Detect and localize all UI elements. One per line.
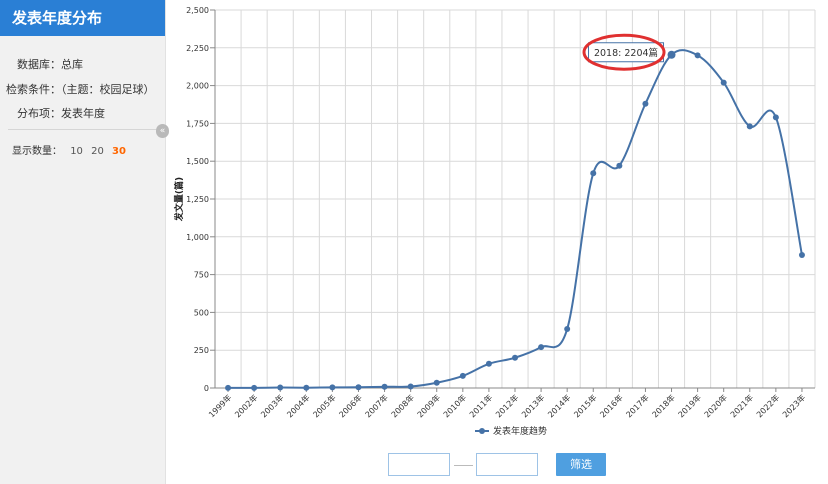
data-point (512, 354, 518, 361)
y-tick-label: 0 (204, 384, 209, 393)
x-tick-label: 2021年 (728, 392, 755, 419)
trend-chart: 0 250 500 750 1,000 1,250 1,500 1,750 2,000 2,250… (173, 6, 816, 437)
x-tick-label: 2023年 (780, 392, 807, 419)
x-tick-label: 2015年 (572, 392, 599, 419)
data-point (746, 123, 753, 130)
data-point (642, 100, 649, 107)
collapse-sidebar-icon[interactable]: « (156, 124, 169, 138)
data-point (538, 344, 545, 351)
data-point (303, 384, 310, 391)
x-tick-label: 2016年 (598, 392, 625, 419)
x-tick-label: 2007年 (363, 392, 390, 419)
x-tick-label: 2004年 (285, 392, 312, 419)
display-count-label: 显示数量： (12, 146, 62, 157)
data-point (381, 383, 388, 390)
y-tick-label: 1,750 (186, 119, 209, 128)
data-point (564, 326, 571, 333)
x-tick-label: 2012年 (493, 392, 520, 419)
x-tick-label: 2009年 (415, 392, 442, 419)
sidebar-title: 发表年度分布 (0, 0, 165, 36)
data-point (277, 384, 284, 391)
legend-label: 发表年度趋势 (493, 425, 547, 437)
y-tick-label: 500 (194, 308, 209, 317)
x-tick-label: 2008年 (389, 392, 416, 419)
y-tick-label: 1,250 (186, 195, 209, 204)
y-tick-label: 2,250 (186, 44, 209, 53)
display-count-row: 显示数量： 10 20 30 (12, 142, 126, 157)
data-point (485, 360, 492, 367)
x-tick-label: 2006年 (337, 392, 364, 419)
highlight-circle (582, 33, 666, 71)
data-point (225, 384, 232, 391)
x-tick-label: 2020年 (702, 392, 729, 419)
data-point (329, 384, 336, 391)
x-tick-label: 2022年 (754, 392, 781, 419)
x-tick-label: 2003年 (259, 392, 286, 419)
range-dash (454, 465, 473, 466)
x-tick-label: 2018年 (650, 392, 677, 419)
count-option-10[interactable]: 10 (70, 146, 83, 157)
year-to-input[interactable] (476, 453, 538, 476)
x-tick-label: 2002年 (232, 392, 259, 419)
filter-button[interactable]: 筛选 (556, 453, 606, 476)
data-point (355, 384, 362, 391)
y-tick-label: 250 (194, 346, 209, 355)
data-point (251, 384, 258, 391)
y-tick-label: 2,500 (186, 6, 209, 15)
database-info: 数据库：总库 (17, 58, 83, 71)
x-tick-label: 2005年 (311, 392, 338, 419)
data-point (720, 79, 727, 86)
legend-marker (479, 428, 485, 434)
data-point (772, 114, 779, 121)
search-condition-info: 检索条件：（主题：校园足球） (6, 83, 155, 96)
x-tick-label: 2013年 (519, 392, 546, 419)
y-axis-title: 发文量(篇) (173, 177, 185, 222)
count-option-20[interactable]: 20 (91, 146, 104, 157)
y-tick-label: 1,000 (186, 233, 209, 242)
data-point (694, 52, 701, 59)
y-tick-label: 750 (194, 271, 209, 280)
data-point (433, 379, 440, 386)
x-tick-label: 2017年 (624, 392, 651, 419)
data-point (407, 383, 414, 390)
x-tick-label: 2011年 (467, 392, 494, 419)
year-from-input[interactable] (388, 453, 450, 476)
count-option-30[interactable]: 30 (112, 146, 126, 157)
distribution-info: 分布项：发表年度 (17, 107, 105, 120)
y-tick-label: 1,500 (186, 157, 209, 166)
x-tick-label: 2010年 (441, 392, 468, 419)
tooltip-text: 2018: 2204篇 (594, 47, 658, 59)
data-point (616, 162, 623, 169)
x-tick-label: 1999年 (206, 392, 233, 419)
data-point (798, 251, 805, 258)
x-tick-label: 2014年 (545, 392, 572, 419)
data-point (667, 50, 676, 59)
sidebar-divider (8, 129, 158, 130)
y-tick-label: 2,000 (186, 82, 209, 91)
data-point (459, 372, 466, 379)
sidebar-panel: 发表年度分布 数据库：总库 检索条件：（主题：校园足球） 分布项：发表年度 显示… (0, 0, 166, 484)
x-tick-label: 2019年 (676, 392, 703, 419)
data-point (590, 170, 597, 177)
